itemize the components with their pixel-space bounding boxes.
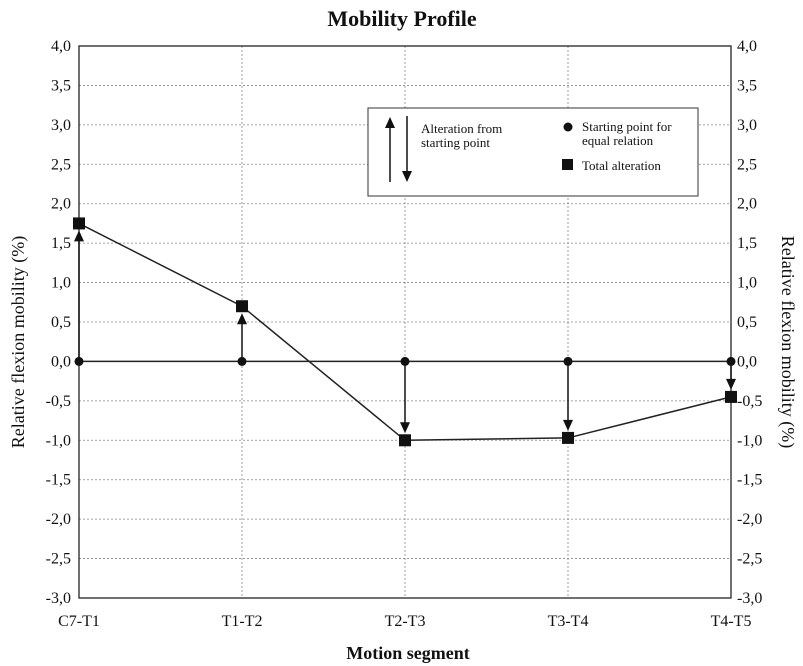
starting-point-marker xyxy=(563,356,573,366)
y-tick-label-left: 2,0 xyxy=(51,196,71,213)
x-axis: C7-T1 T1-T2 T2-T3 T3-T4 T4-T5 xyxy=(58,613,751,630)
y-tick-label-right: 1,0 xyxy=(737,275,757,292)
y-tick-label-right: 4,0 xyxy=(737,38,757,55)
y-axis-right: 4,0 3,5 3,0 2,5 2,0 1,5 1,0 0,5 0,0 -0,5 -1,0 -1,5 -… xyxy=(737,38,762,607)
y-tick-label-right: 3,0 xyxy=(737,117,757,134)
total-alteration-marker xyxy=(562,431,574,444)
y-axis-label-left: Relative flexion mobility (%) xyxy=(8,236,29,448)
legend-arrow-label: Alteration from starting point xyxy=(421,121,502,150)
starting-point-marker xyxy=(400,356,410,366)
y-tick-label-right: 2,0 xyxy=(737,196,757,213)
alteration-arrow-up-icon xyxy=(237,313,247,362)
legend-circle-icon xyxy=(563,122,573,132)
y-tick-label-left: -1,5 xyxy=(46,472,71,489)
y-tick-label-right: 3,5 xyxy=(737,77,757,94)
legend-circle-label: Starting point for equal relation xyxy=(582,119,672,148)
y-tick-label-right: -2,0 xyxy=(737,511,762,528)
legend-arrow-up-icon xyxy=(385,117,395,182)
y-tick-label-right: 0,0 xyxy=(737,353,757,370)
x-tick-label: T2-T3 xyxy=(385,613,426,630)
x-tick-label: T1-T2 xyxy=(222,613,263,630)
y-tick-label-right: -1,5 xyxy=(737,472,762,489)
x-axis-label: Motion segment xyxy=(346,643,469,663)
y-tick-label-right: -2,5 xyxy=(737,551,762,568)
y-tick-label-left: -3,0 xyxy=(46,590,71,607)
y-axis-left: 4,0 3,5 3,0 2,5 2,0 1,5 1,0 0,5 0,0 -0,5 -1,0 -1,5 -… xyxy=(46,38,71,607)
y-tick-label-left: 3,0 xyxy=(51,117,71,134)
y-tick-label-right: -0,5 xyxy=(737,393,762,410)
alteration-arrow-down-icon xyxy=(563,361,573,431)
total-alteration-marker xyxy=(399,434,411,447)
y-tick-label-left: -2,5 xyxy=(46,551,71,568)
starting-point-marker xyxy=(74,356,84,366)
legend-arrow-down-icon xyxy=(402,116,412,182)
total-alteration-marker xyxy=(725,390,737,403)
starting-point-marker xyxy=(726,356,736,366)
x-tick-label: T4-T5 xyxy=(711,613,752,630)
y-tick-label-left: 4,0 xyxy=(51,38,71,55)
legend-square-icon xyxy=(562,159,573,170)
y-tick-label-right: -3,0 xyxy=(737,590,762,607)
series-layer xyxy=(73,217,737,447)
y-tick-label-right: 2,5 xyxy=(737,156,757,173)
legend-box xyxy=(367,107,699,197)
x-tick-label: T3-T4 xyxy=(548,613,589,630)
y-tick-label-left: 1,5 xyxy=(51,235,71,252)
y-tick-label-right: 1,5 xyxy=(737,235,757,252)
x-tick-label: C7-T1 xyxy=(58,613,100,630)
alteration-arrow-down-icon xyxy=(400,361,410,434)
legend-square-label: Total alteration xyxy=(582,158,661,173)
y-tick-label-left: 1,0 xyxy=(51,275,71,292)
y-tick-label-left: 2,5 xyxy=(51,156,71,173)
alteration-arrow-up-icon xyxy=(74,230,84,362)
y-tick-label-left: 0,0 xyxy=(51,353,71,370)
legend: Alteration from starting point Starting p… xyxy=(367,107,699,197)
y-tick-label-left: 3,5 xyxy=(51,77,71,94)
y-tick-label-left: -0,5 xyxy=(46,393,71,410)
starting-point-marker xyxy=(237,356,247,366)
y-axis-label-right: Relative flexion mobility (%) xyxy=(777,236,798,448)
y-tick-label-right: -1,0 xyxy=(737,432,762,449)
y-tick-label-right: 0,5 xyxy=(737,314,757,331)
total-alteration-marker xyxy=(236,300,248,313)
total-alteration-marker xyxy=(73,217,85,230)
y-tick-label-left: -1,0 xyxy=(46,432,71,449)
y-tick-label-left: 0,5 xyxy=(51,314,71,331)
chart-title: Mobility Profile xyxy=(327,6,477,31)
y-tick-label-left: -2,0 xyxy=(46,511,71,528)
